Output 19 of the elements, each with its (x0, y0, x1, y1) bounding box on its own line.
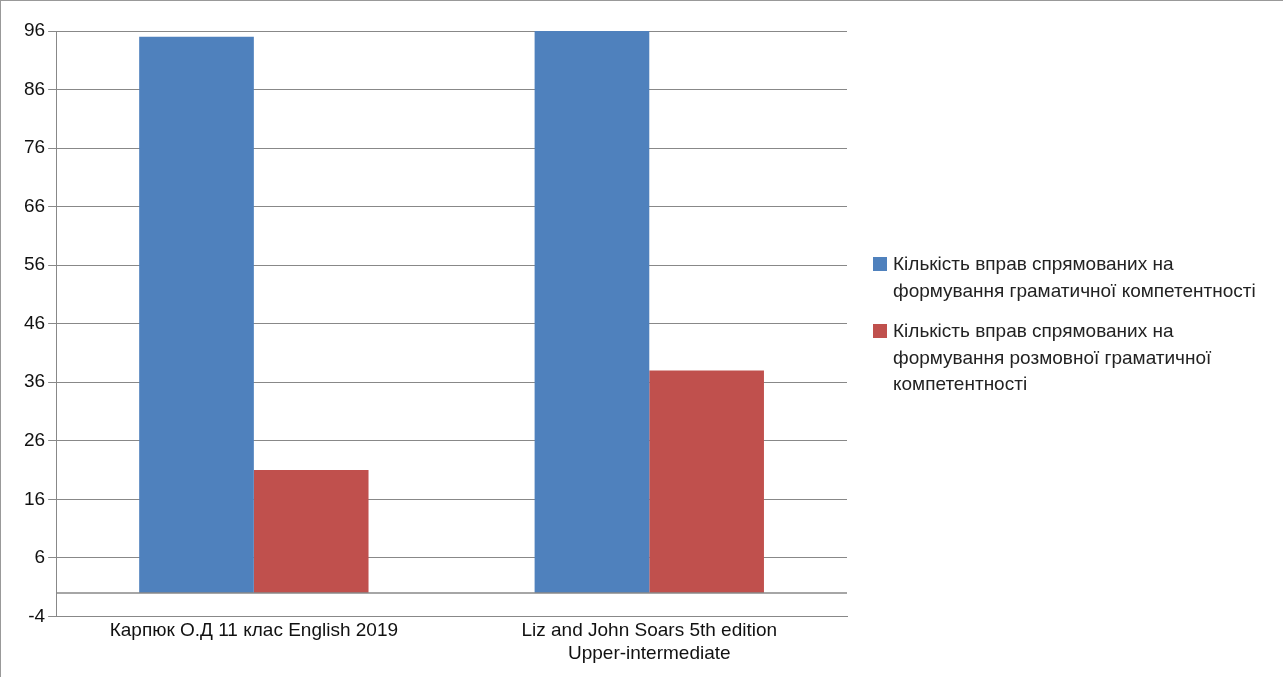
bar (139, 36, 254, 593)
bar (649, 370, 764, 593)
bar (534, 31, 650, 593)
legend-label: Кількість вправ спрямованих на формування граматичної компетентності (893, 252, 1257, 303)
y-tick-label: 66 (23, 194, 46, 216)
x-tick-label: Карпюк О.Д 11 клас English 2019 (109, 619, 399, 641)
y-tick-label: 76 (23, 136, 46, 158)
x-tick-label: Liz and John Soars 5th edition Upper-intermediate (521, 619, 778, 663)
bar (253, 470, 369, 593)
y-tick-label: 86 (23, 77, 46, 99)
y-tick-label: 6 (34, 546, 46, 568)
legend-label: Кількість вправ спрямованих на формування розмовної граматичної компетентності (893, 319, 1213, 397)
y-tick-label: 46 (23, 311, 46, 333)
y-tick-label: 26 (23, 429, 46, 451)
y-tick-label: 36 (23, 370, 46, 392)
y-tick-label: -4 (28, 604, 46, 626)
y-tick-label: 56 (23, 253, 46, 275)
y-tick-label: 16 (23, 487, 46, 509)
y-tick-label: 96 (23, 19, 46, 41)
